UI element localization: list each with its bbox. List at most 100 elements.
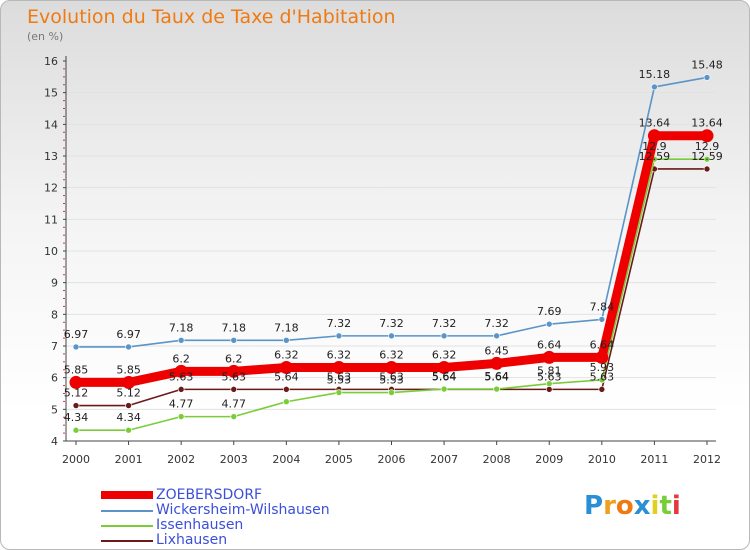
data-point	[598, 376, 606, 384]
data-point-zoebersdorf	[279, 361, 293, 375]
data-label: 6.64	[537, 338, 562, 351]
data-label: 5.63	[379, 370, 404, 383]
data-label: 6.32	[327, 349, 352, 362]
legend-swatch-lixhausen	[101, 540, 153, 542]
x-tick-label: 2001	[115, 453, 143, 466]
data-label: 6.2	[225, 352, 243, 365]
data-label: 6.32	[379, 349, 404, 362]
data-label: 4.34	[116, 411, 141, 424]
x-tick-label: 2006	[378, 453, 406, 466]
data-label: 5.12	[64, 387, 89, 400]
data-label: 7.18	[222, 321, 247, 334]
data-label: 4.77	[222, 398, 247, 411]
y-tick-label: 7	[51, 340, 58, 353]
data-point	[440, 332, 448, 340]
data-point-zoebersdorf	[174, 364, 188, 378]
data-label: 5.12	[116, 387, 141, 400]
data-label: 5.63	[537, 370, 562, 383]
data-label: 7.69	[537, 305, 562, 318]
data-label: 15.48	[691, 58, 723, 71]
data-point	[598, 386, 606, 393]
data-label: 12.59	[691, 150, 723, 163]
y-tick-label: 14	[44, 118, 58, 131]
data-point	[177, 336, 185, 344]
data-point-zoebersdorf	[595, 350, 609, 364]
data-point	[72, 402, 80, 409]
y-tick-label: 6	[51, 372, 58, 385]
logo-letter: x	[633, 491, 651, 521]
logo-letter: i	[650, 491, 660, 521]
data-label: 7.32	[327, 317, 352, 330]
x-tick-label: 2008	[483, 453, 511, 466]
y-tick-label: 8	[51, 308, 58, 321]
x-tick-label: 2010	[588, 453, 616, 466]
data-label: 6.32	[274, 349, 299, 362]
data-point	[125, 426, 132, 434]
y-tick-label: 5	[51, 403, 58, 416]
data-point	[230, 336, 238, 344]
data-point	[703, 74, 711, 81]
data-label: 7.32	[379, 317, 404, 330]
y-tick-label: 12	[44, 182, 58, 195]
data-label: 13.64	[691, 117, 723, 130]
data-label: 5.85	[64, 363, 89, 376]
data-label: 5.81	[537, 365, 562, 378]
data-label: 5.64	[484, 370, 509, 383]
data-point-zoebersdorf	[227, 364, 241, 378]
data-point-zoebersdorf	[332, 361, 346, 375]
legend-label-wickersheim: Wickersheim-Wilshausen	[156, 502, 330, 518]
data-label: 7.84	[590, 300, 615, 313]
x-tick-label: 2003	[220, 453, 248, 466]
data-point	[545, 380, 553, 387]
data-point-zoebersdorf	[490, 356, 504, 370]
data-point	[545, 320, 553, 328]
data-label: 4.34	[64, 411, 89, 424]
x-tick-label: 2011	[640, 453, 668, 466]
data-point	[283, 398, 290, 406]
data-label: 5.63	[169, 370, 194, 383]
y-tick-label: 4	[51, 435, 58, 448]
data-label: 12.9	[642, 140, 667, 153]
data-point	[72, 343, 80, 351]
data-label: 7.18	[274, 321, 299, 334]
y-axis-unit: (en %)	[27, 30, 64, 43]
data-label: 5.85	[116, 363, 141, 376]
data-point-zoebersdorf	[647, 129, 661, 143]
y-tick-label: 11	[44, 213, 58, 226]
data-label: 12.59	[639, 150, 671, 163]
legend-swatch-issenhausen	[101, 525, 153, 527]
y-tick-label: 13	[44, 150, 58, 163]
data-point-zoebersdorf	[700, 129, 714, 143]
y-tick-label: 15	[44, 87, 58, 100]
data-label: 5.53	[379, 374, 404, 387]
data-point	[283, 386, 290, 393]
data-point	[230, 386, 238, 393]
data-point-zoebersdorf	[437, 361, 451, 375]
data-label: 5.64	[432, 370, 457, 383]
data-point	[388, 332, 395, 340]
data-label: 6.97	[116, 328, 141, 341]
data-label: 6.97	[64, 328, 89, 341]
data-label: 5.64	[432, 370, 457, 383]
data-point	[493, 332, 500, 340]
data-point	[545, 386, 553, 393]
data-label: 5.53	[327, 374, 352, 387]
x-tick-label: 2005	[325, 453, 353, 466]
data-label: 5.63	[590, 370, 615, 383]
x-tick-label: 2004	[272, 453, 300, 466]
data-point	[72, 426, 80, 434]
logo-letter: P	[584, 491, 604, 521]
data-label: 12.9	[695, 140, 720, 153]
data-label: 6.64	[590, 338, 615, 351]
data-point	[125, 343, 132, 351]
legend-label-zoebersdorf: ZOEBERSDORF	[156, 487, 263, 503]
data-label: 4.77	[169, 398, 194, 411]
proxiti-logo: Proxiti	[584, 491, 681, 521]
x-tick-label: 2009	[535, 453, 563, 466]
data-label: 6.45	[484, 344, 509, 357]
x-tick-label: 2000	[62, 453, 90, 466]
chart-title: Evolution du Taux de Taxe d'Habitation	[27, 6, 396, 28]
data-point-zoebersdorf	[69, 375, 83, 389]
